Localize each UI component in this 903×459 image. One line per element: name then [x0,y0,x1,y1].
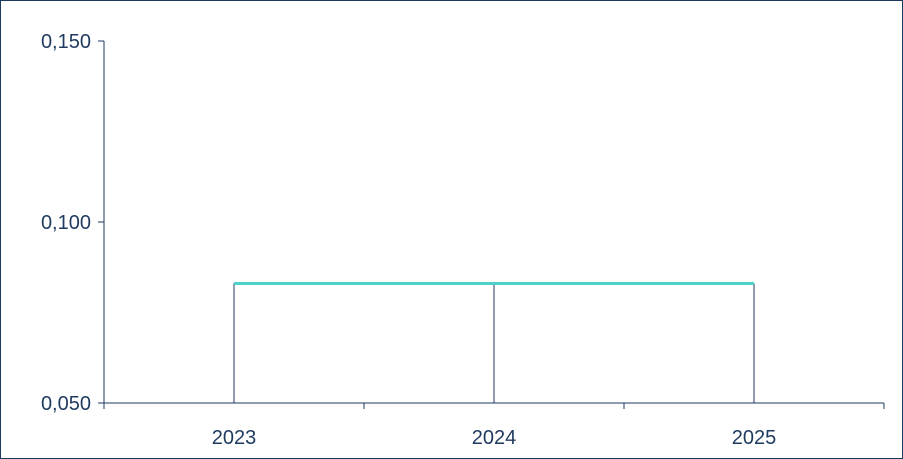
y-tick-label: 0,050 [41,393,91,415]
y-tick-label: 0,150 [41,31,91,53]
x-tick-label: 2025 [732,427,777,449]
x-tick-label: 2024 [472,427,517,449]
x-tick-label: 2023 [212,427,257,449]
y-tick-label: 0,100 [41,212,91,234]
